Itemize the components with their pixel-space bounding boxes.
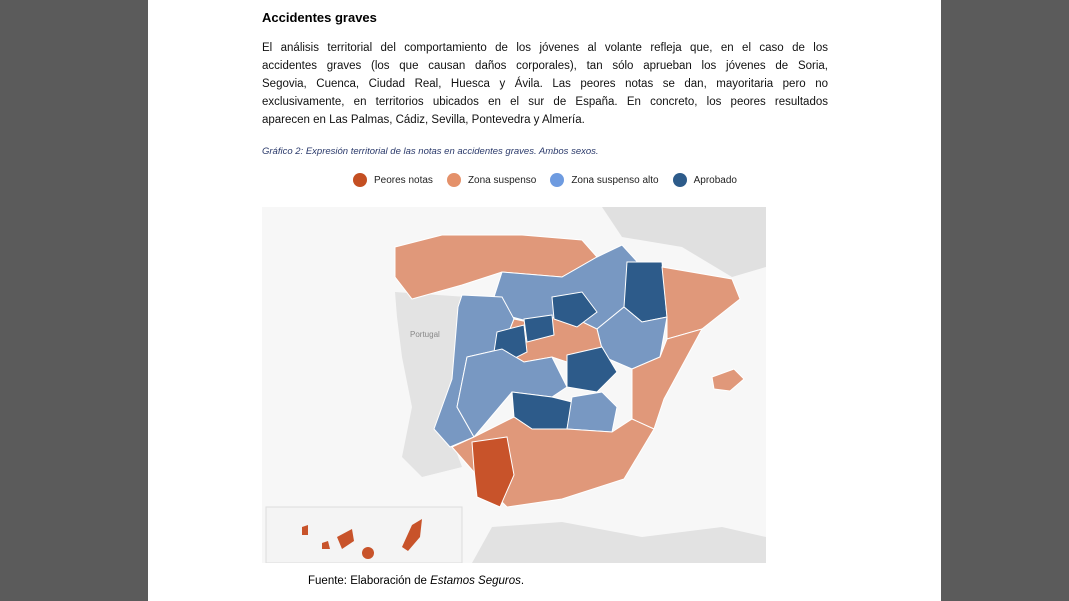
island — [302, 525, 308, 535]
caption: Gráfico 2: Expresión territorial de las … — [262, 146, 599, 157]
south-center — [456, 348, 568, 438]
paragraph: El análisis territorial del comportamien… — [262, 39, 828, 129]
legend-swatch — [353, 173, 367, 187]
legend-label: Zona suspenso alto — [571, 174, 659, 186]
legend-item: Peores notas — [353, 173, 433, 187]
source-text: . — [520, 575, 525, 587]
legend-label: Aprobado — [693, 174, 737, 186]
island — [362, 547, 374, 559]
legend-item: Zona suspenso — [446, 173, 537, 187]
legend-swatch — [550, 173, 565, 187]
island — [322, 541, 330, 549]
paragraph-line: Segovia, Cuenca, Ciudad Real, Huesca y Á… — [262, 78, 828, 90]
soria — [551, 291, 598, 328]
paragraph-line: aparecen en Las Palmas, Cádiz, Sevilla, … — [262, 114, 585, 126]
legend: Peores notas Zona suspenso Zona suspenso a… — [353, 173, 737, 187]
legend-item: Aprobado — [672, 173, 737, 187]
cuenca — [566, 346, 618, 393]
legend-swatch — [672, 173, 687, 187]
morocco — [472, 522, 766, 563]
legend-swatch — [446, 173, 461, 187]
legend-label: Peores notas — [374, 174, 433, 186]
paragraph-line: El análisis territorial del comportamien… — [262, 42, 828, 54]
france — [602, 207, 766, 277]
source-emphasis: Estamos Seguros — [430, 575, 521, 587]
document-page: Accidentes graves El análisis territoria… — [148, 0, 941, 601]
albacete — [566, 391, 618, 433]
source: Fuente: Elaboración de Estamos Seguros. — [308, 575, 524, 587]
island — [402, 519, 422, 551]
baleares — [711, 368, 745, 392]
sevilla-cadiz — [471, 436, 515, 508]
portugal — [395, 292, 467, 477]
paragraph-line: accidentes graves (los que causan daños … — [262, 60, 828, 72]
legend-label: Zona suspenso — [467, 174, 537, 186]
source-text: Fuente: Elaboración de — [308, 575, 431, 587]
segovia — [523, 314, 555, 343]
map: Portugal — [262, 207, 766, 563]
island — [337, 529, 354, 549]
map-label: Portugal — [410, 330, 440, 339]
heading: Accidentes graves — [262, 10, 377, 25]
paragraph-line: exclusivamente, en territorios ubicados … — [262, 96, 828, 108]
legend-item: Zona suspenso alto — [550, 173, 659, 187]
